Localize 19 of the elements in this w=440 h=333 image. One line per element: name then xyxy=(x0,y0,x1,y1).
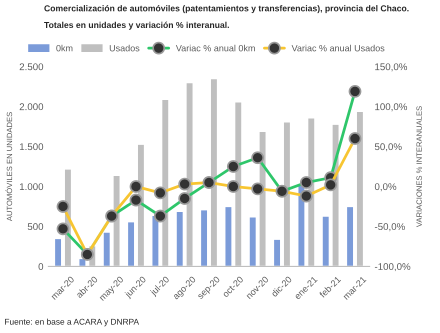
source-note: Fuente: en base a ACARA y DNRPA xyxy=(5,318,140,326)
legend-label: Variac % anual 0km xyxy=(176,44,255,52)
y2-tick-label: 100,0% xyxy=(375,103,408,112)
y2-tick-label: -100,0% xyxy=(374,263,410,272)
legend-label: 0km xyxy=(56,44,72,52)
y2-tick-label: 0,0% xyxy=(374,183,396,192)
y2-tick-label: -50,0% xyxy=(374,223,405,232)
y2-tick-label: 50,0% xyxy=(374,143,402,152)
chart-title: Comercialización de automóviles (patentamientos y transferencias), provincia del Chaco. xyxy=(44,4,409,14)
y-tick-label: 1.000 xyxy=(20,183,44,190)
y-tick-label: 500 xyxy=(28,223,44,230)
y-tick-label: 0 xyxy=(38,263,44,270)
y2-tick-label: 150,0% xyxy=(375,63,408,72)
chart-subtitle: Totales en unidades y variación % interanual. xyxy=(44,22,229,30)
y-tick-label: 1.500 xyxy=(20,143,44,150)
y-tick-label: 2.000 xyxy=(20,103,44,110)
legend-label: Variac % anual Usados xyxy=(292,44,384,52)
y-tick-label: 2.500 xyxy=(20,63,44,70)
legend-label: Usados xyxy=(110,44,140,52)
